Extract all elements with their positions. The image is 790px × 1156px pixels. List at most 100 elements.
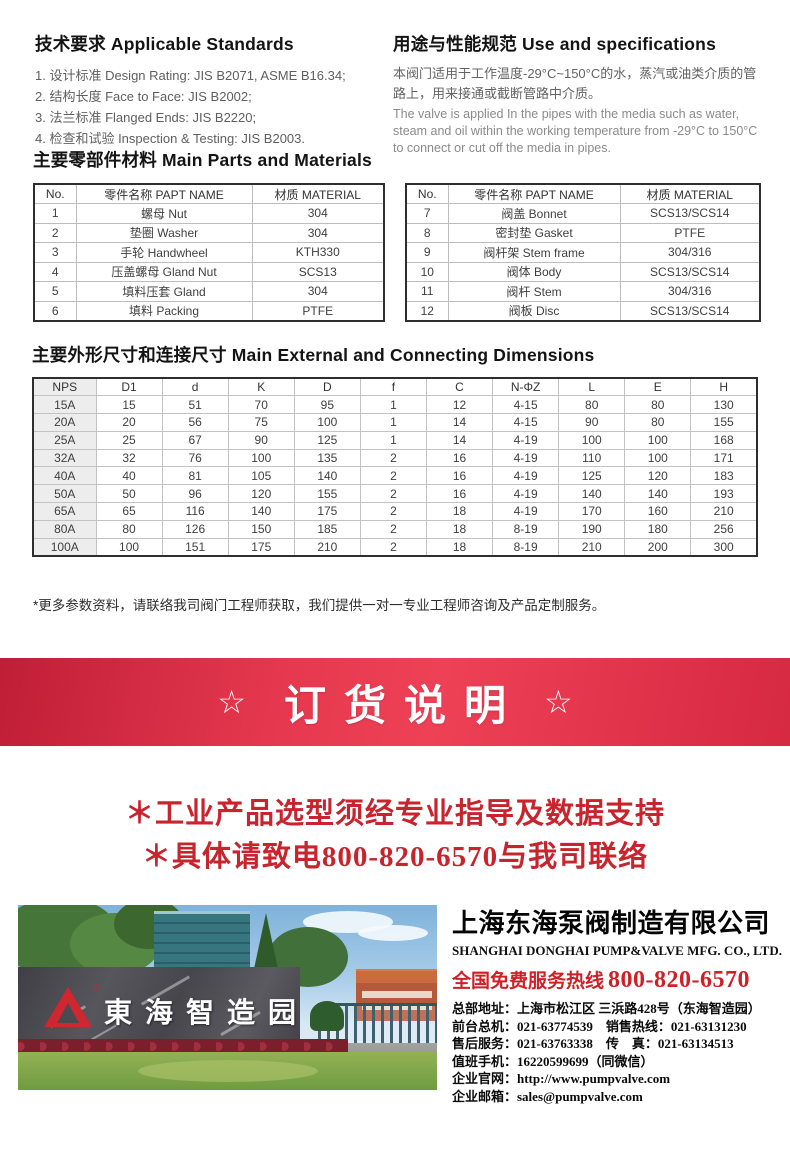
table-cell: 100: [624, 448, 692, 468]
table-cell: 15A: [32, 395, 97, 415]
table-cell: 5: [33, 281, 77, 302]
sign-wall-text: 東海智造园: [104, 997, 310, 1028]
photo-flower-hedge: [18, 1039, 348, 1054]
table-cell: 126: [161, 519, 229, 539]
table-row: 5 填料压套 Gland 304: [33, 281, 385, 302]
table-cell: 65: [95, 502, 163, 521]
table-row: 65A 65 116 140 175 2 18 4-19 170 160 210: [32, 502, 758, 521]
table-cell: 56: [161, 413, 229, 432]
header-cell: No.: [33, 183, 77, 204]
contact-line: 值班手机：16220599699（同微信）: [452, 1053, 654, 1069]
table-cell: 140: [227, 502, 295, 521]
table-row: 8 密封垫 Gasket PTFE: [405, 222, 761, 243]
table-cell: 12: [425, 395, 494, 415]
table-cell: 210: [293, 537, 361, 557]
table-cell: 18: [425, 537, 494, 557]
table-row: 4 压盖螺母 Gland Nut SCS13: [33, 261, 385, 282]
standards-title: 技术要求 Applicable Standards: [35, 34, 294, 54]
order-instructions-banner: ☆ 订货说明 ☆: [0, 658, 790, 746]
table-cell: 14: [425, 430, 494, 450]
table-cell: 20: [95, 413, 163, 432]
standards-list: 1. 设计标准 Design Rating: JIS B2071, ASME B…: [35, 65, 391, 149]
table-cell: 168: [690, 430, 758, 450]
table-cell: 304: [251, 222, 385, 243]
table-cell: 8: [405, 222, 449, 243]
table-cell: 256: [690, 519, 758, 539]
table-row: 32A 32 76 100 135 2 16 4-19 110 100 171: [32, 448, 758, 468]
usage-text-chinese: 本阀门适用于工作温度-29°C~150°C的水，蒸汽或油类介质的管路上，用来接通…: [393, 66, 757, 101]
table-cell: 175: [227, 537, 295, 557]
table-cell: 304: [251, 203, 385, 224]
materials-title: 主要零部件材料 Main Parts and Materials: [33, 150, 372, 170]
table-cell: 175: [293, 502, 361, 521]
table-cell: 130: [690, 395, 758, 415]
table-cell: 193: [690, 484, 758, 504]
table-cell: 4-19: [492, 430, 560, 450]
header-cell: N-ΦZ: [492, 377, 560, 397]
table-cell: 12: [405, 300, 449, 321]
table-cell: 18: [425, 502, 494, 521]
table-cell: 阀板 Disc: [447, 300, 621, 321]
table-cell: SCS13/SCS14: [619, 203, 761, 224]
table-cell: 80: [558, 395, 626, 415]
table-cell: 183: [690, 466, 758, 486]
materials-section: 主要零部件材料 Main Parts and Materials No. 零件名称…: [33, 147, 761, 322]
table-cell: 140: [624, 484, 692, 504]
table-cell: 110: [558, 448, 626, 468]
table-cell: 压盖螺母 Gland Nut: [75, 261, 253, 282]
table-cell: 阀盖 Bonnet: [447, 203, 621, 224]
table-cell: 155: [690, 413, 758, 432]
logo-notch: [57, 1003, 79, 1023]
table-cell: 18: [425, 519, 494, 539]
table-cell: 40: [95, 466, 163, 486]
table-cell: 7: [405, 203, 449, 224]
table-cell: 15: [95, 395, 163, 415]
table-cell: 4-15: [492, 395, 560, 415]
company-logo-icon: ®: [44, 983, 100, 1027]
table-row: 1 螺母 Nut 304: [33, 203, 385, 224]
table-row: 25A 25 67 90 125 1 14 4-19 100 100 168: [32, 430, 758, 450]
table-cell: 2: [359, 448, 427, 468]
registered-mark: ®: [93, 983, 100, 993]
table-cell: 80: [624, 413, 692, 432]
table-cell: 100: [624, 430, 692, 450]
table-cell: 32A: [32, 448, 97, 468]
table-row: 12 阀板 Disc SCS13/SCS14: [405, 300, 761, 321]
table-cell: 25A: [32, 430, 97, 450]
table-cell: 160: [624, 502, 692, 521]
table-cell: 67: [161, 430, 229, 450]
table-row: 3 手轮 Handwheel KTH330: [33, 242, 385, 263]
header-cell: 材质 MATERIAL: [619, 183, 761, 204]
table-cell: 151: [161, 537, 229, 557]
standard-item: 1. 设计标准 Design Rating: JIS B2071, ASME B…: [35, 68, 346, 83]
table-cell: 40A: [32, 466, 97, 486]
photo-lawn-highlight: [138, 1060, 318, 1082]
table-cell: 阀杆 Stem: [447, 281, 621, 302]
table-header-row: No. 零件名称 PAPT NAME 材质 MATERIAL: [405, 183, 761, 204]
table-cell: 4-19: [492, 466, 560, 486]
table-cell: 密封垫 Gasket: [447, 222, 621, 243]
table-cell: 2: [359, 466, 427, 486]
table-cell: 1: [359, 430, 427, 450]
header-cell: f: [359, 377, 427, 397]
table-cell: 1: [359, 413, 427, 432]
table-cell: 14: [425, 413, 494, 432]
table-cell: 9: [405, 242, 449, 263]
table-cell: KTH330: [251, 242, 385, 263]
usage-section: 用途与性能规范 Use and specifications 本阀门适用于工作温…: [393, 31, 767, 157]
table-cell: 171: [690, 448, 758, 468]
table-cell: 75: [227, 413, 295, 432]
usage-text-english: The valve is applied In the pipes with t…: [393, 107, 758, 155]
notice-line: ＊具体请致电800-820-6570与我司联络: [141, 841, 649, 873]
table-cell: 140: [293, 466, 361, 486]
table-cell: 116: [161, 502, 229, 521]
table-cell: 170: [558, 502, 626, 521]
table-cell: 200: [624, 537, 692, 557]
table-cell: 105: [227, 466, 295, 486]
table-cell: 70: [227, 395, 295, 415]
table-cell: 185: [293, 519, 361, 539]
table-row: 9 阀杆架 Stem frame 304/316: [405, 242, 761, 263]
table-cell: SCS13/SCS14: [619, 261, 761, 282]
star-icon: ☆: [217, 684, 246, 720]
